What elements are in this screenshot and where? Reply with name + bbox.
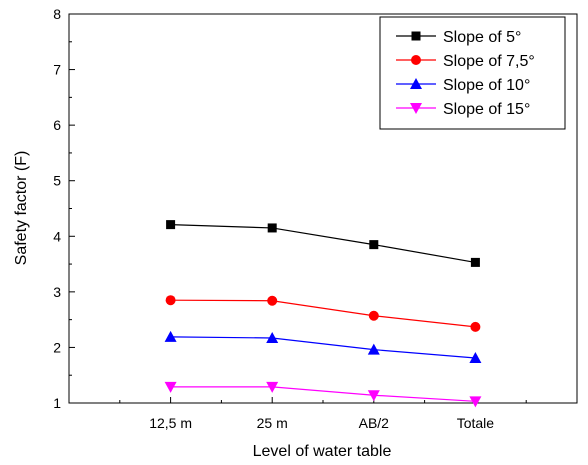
y-tick-label: 7 (53, 62, 61, 78)
data-point (470, 321, 481, 332)
x-tick-label: AB/2 (359, 415, 390, 431)
series-2 (165, 295, 481, 332)
data-point (166, 220, 176, 230)
legend-label: Slope of 15° (443, 101, 530, 118)
data-point (266, 381, 279, 393)
series-line (170, 336, 476, 359)
x-axis-title: Level of water table (253, 443, 392, 460)
y-tick-label: 8 (53, 6, 61, 22)
y-tick-label: 3 (53, 284, 61, 300)
series-line (170, 299, 476, 328)
data-point (266, 331, 279, 343)
legend-label: Slope of 7,5° (443, 53, 535, 70)
y-tick-label: 4 (53, 228, 61, 244)
x-tick-label: 25 m (257, 415, 288, 431)
data-point (165, 295, 176, 306)
legend-marker (411, 31, 421, 41)
y-axis-title: Safety factor (F) (13, 151, 30, 266)
data-point (367, 390, 380, 402)
data-point (368, 310, 379, 321)
data-point (469, 351, 482, 363)
series-layer (164, 220, 482, 408)
plot-area: 1 2 3 4 5 6 7 8 12,5 m 25 m AB/2 Totale (53, 6, 578, 431)
series-4 (164, 381, 482, 408)
data-point (267, 295, 278, 306)
legend: Slope of 5° Slope of 7,5° Slope of 10° Slop… (379, 16, 566, 130)
legend-marker (410, 103, 422, 114)
data-point (367, 343, 380, 355)
x-tick-label: 12,5 m (149, 415, 192, 431)
legend-item: Slope of 5° (396, 29, 521, 46)
data-point (469, 396, 482, 408)
legend-marker (411, 55, 421, 65)
legend-label: Slope of 10° (443, 77, 530, 94)
data-point (369, 240, 379, 250)
series-1 (166, 220, 480, 267)
y-tick-label: 1 (53, 395, 61, 411)
data-point (470, 257, 480, 267)
legend-item: Slope of 15° (396, 101, 530, 118)
series-line (170, 224, 476, 263)
series-3 (164, 330, 482, 363)
legend-item: Slope of 7,5° (396, 53, 535, 70)
y-tick-label: 6 (53, 117, 61, 133)
x-tick-label: Totale (457, 415, 495, 431)
legend-label: Slope of 5° (443, 29, 521, 46)
legend-marker (410, 78, 422, 89)
legend-item: Slope of 10° (396, 77, 530, 94)
data-point (267, 223, 277, 233)
y-tick-label: 2 (53, 339, 61, 355)
data-point (164, 381, 177, 393)
y-tick-label: 5 (53, 173, 61, 189)
data-point (164, 330, 177, 342)
series-line (170, 386, 476, 402)
